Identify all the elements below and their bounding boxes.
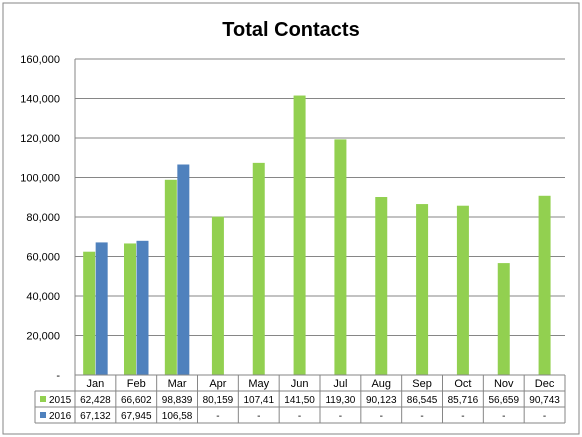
data-table-cell: - [543, 411, 546, 422]
bar-2015-Feb [124, 243, 136, 375]
bar-2015-Apr [211, 216, 224, 375]
data-table-cell: - [502, 411, 505, 422]
data-table-cell: - [216, 411, 219, 422]
data-table-cell: - [461, 411, 464, 422]
y-tick-label: 100,000 [20, 173, 60, 185]
x-tick-label: Jan [87, 378, 105, 390]
data-table-cell: 67,945 [121, 411, 152, 422]
data-table-cell: 119,30 [325, 395, 355, 406]
data-table-cell: 106,58 [162, 411, 193, 422]
y-tick-label: 80,000 [26, 212, 60, 224]
data-table-cell: 85,716 [448, 395, 479, 406]
data-table-cell: 107,41 [243, 395, 274, 406]
data-table-cell: - [380, 411, 383, 422]
x-tick-label: Sep [412, 378, 432, 390]
bar-2015-Aug [375, 197, 388, 375]
bar-2015-Jul [334, 139, 347, 375]
bar-2016-Feb [136, 240, 149, 375]
data-table-cell: 80,159 [203, 395, 234, 406]
data-table-cell: 141,50 [284, 395, 315, 406]
data-table-cell: - [420, 411, 423, 422]
bar-2016-Mar [177, 164, 190, 375]
bar-2015-Dec [538, 195, 551, 375]
bar-2015-Jun [293, 95, 306, 375]
y-tick-label: 120,000 [20, 133, 60, 145]
bar-2015-Nov [497, 263, 510, 375]
bar-2015-Sep [416, 204, 429, 375]
bar-2015-Mar [164, 179, 177, 375]
data-table-cell: - [298, 411, 301, 422]
data-table-cell: 86,545 [407, 395, 438, 406]
data-table-cell: 62,428 [80, 395, 111, 406]
data-table-cell: - [257, 411, 260, 422]
y-tick-label: 40,000 [26, 291, 60, 303]
x-tick-label: Apr [209, 378, 226, 390]
bar-2015-Jan [83, 251, 96, 375]
data-table-cell: 56,659 [488, 395, 519, 406]
bar-2015-May [252, 162, 265, 375]
x-tick-label: Oct [454, 378, 471, 390]
y-tick-label: - [56, 370, 60, 382]
x-tick-label: Mar [168, 378, 187, 390]
data-table-cell: 66,602 [121, 395, 152, 406]
x-tick-label: Jun [291, 378, 309, 390]
y-tick-label: 140,000 [20, 94, 60, 106]
chart-title: Total Contacts [222, 19, 359, 41]
y-tick-label: 20,000 [26, 331, 60, 343]
x-tick-label: Dec [535, 378, 555, 390]
x-tick-label: Aug [371, 378, 391, 390]
x-tick-label: Feb [127, 378, 146, 390]
bar-2016-Jan [95, 242, 108, 375]
y-tick-label: 160,000 [20, 54, 60, 66]
bar-2015-Oct [456, 205, 469, 375]
data-table-cell: 90,743 [529, 395, 560, 406]
data-table-cell: - [339, 411, 342, 422]
data-table-cell: 67,132 [80, 411, 111, 422]
legend-label-2016: 2016 [49, 411, 72, 422]
x-tick-label: Nov [494, 378, 514, 390]
x-tick-label: May [248, 378, 269, 390]
x-tick-label: Jul [333, 378, 347, 390]
legend-key-2015 [40, 396, 46, 402]
legend-key-2016 [40, 412, 46, 418]
data-table-cell: 90,123 [366, 395, 397, 406]
data-table-cell: 98,839 [162, 395, 193, 406]
y-tick-label: 60,000 [26, 252, 60, 264]
legend-label-2015: 2015 [49, 395, 72, 406]
